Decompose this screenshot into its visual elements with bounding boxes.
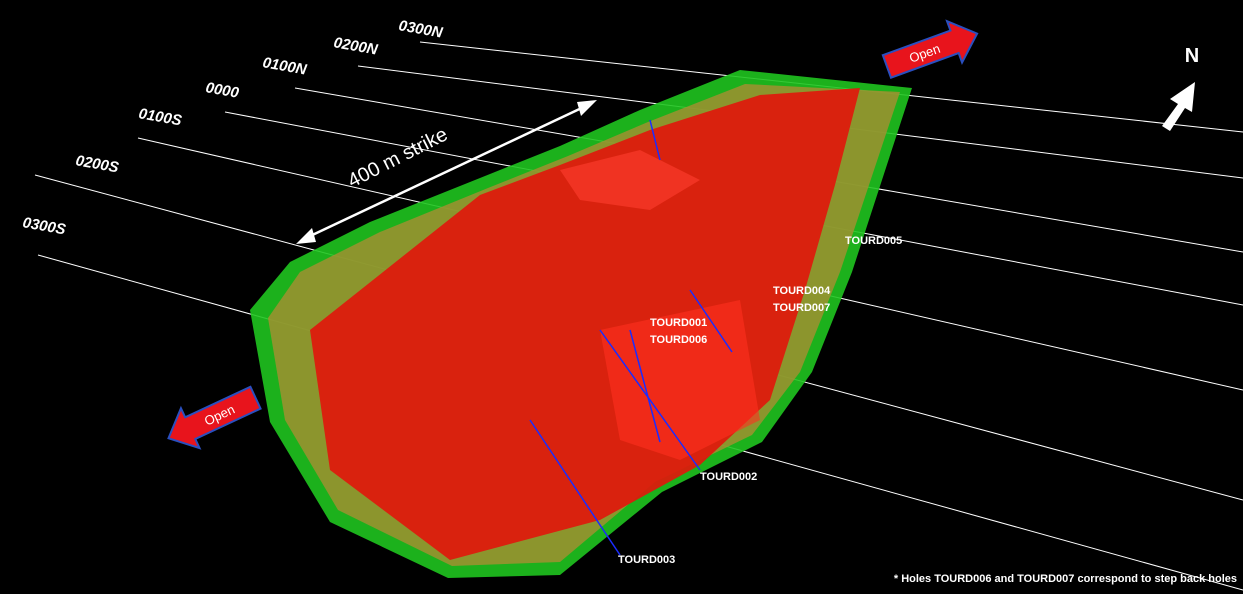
hole-label: TOURD006	[650, 334, 707, 346]
open-arrow: Open	[881, 19, 979, 79]
hole-label: TOURD004	[773, 285, 831, 297]
red-highlight	[560, 150, 700, 210]
north-arrow	[1162, 82, 1195, 131]
footnote: * Holes TOURD006 and TOURD007 correspond…	[894, 573, 1237, 585]
hole-label: TOURD001	[650, 317, 707, 329]
hole-label: TOURD002	[700, 471, 757, 483]
red-highlight	[600, 300, 760, 460]
hole-label: TOURD005	[845, 235, 902, 247]
drill-holes	[529, 119, 733, 556]
hole-trace	[649, 119, 661, 161]
strike-arrow	[296, 100, 597, 244]
hole-trace	[689, 289, 733, 353]
hole-trace	[629, 329, 661, 443]
hole-label: TOURD007	[773, 302, 830, 314]
hole-trace	[529, 419, 621, 556]
section-label: 0000	[204, 79, 240, 102]
red-core	[310, 88, 860, 560]
hole-trace	[599, 329, 701, 471]
open-arrow: Open	[167, 385, 262, 450]
hole-label: TOURD003	[618, 554, 675, 566]
north-label: N	[1185, 45, 1199, 67]
